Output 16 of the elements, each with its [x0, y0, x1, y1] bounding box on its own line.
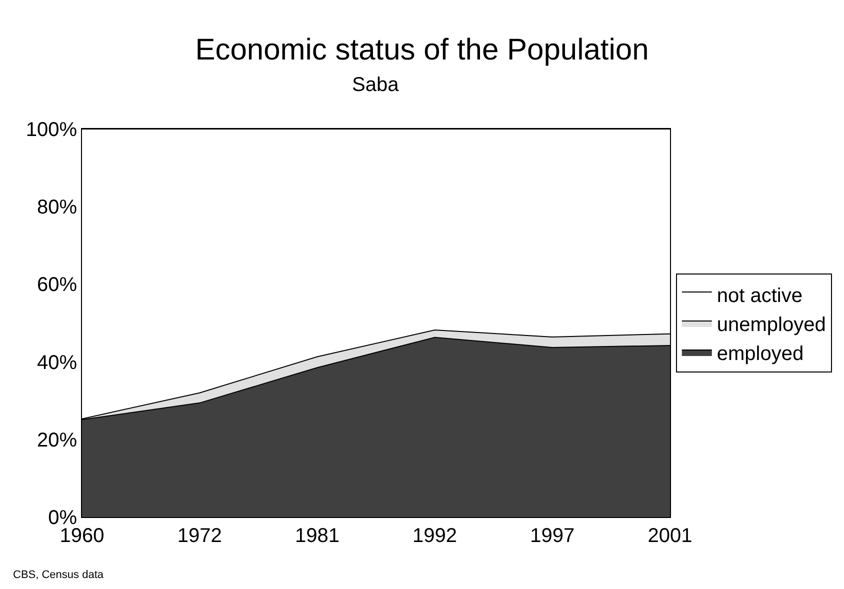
y-tick-label: 60%	[36, 274, 78, 296]
x-tick-label: 1997	[530, 525, 575, 547]
y-tick-label: 20%	[36, 429, 78, 452]
x-tick-label: 1972	[177, 525, 222, 547]
chart-title: Economic status of the Population	[195, 33, 649, 66]
x-tick-label: 1981	[294, 525, 340, 547]
legend-label: not active	[716, 284, 802, 307]
legend-label: unemployed	[716, 314, 826, 336]
y-tick-label: 80%	[36, 196, 78, 219]
y-tick-label: 40%	[36, 352, 78, 374]
legend-label: employed	[716, 342, 804, 365]
x-tick-label: 1992	[412, 525, 458, 547]
y-tick-label: 100%	[26, 119, 78, 141]
text: CBS, Census data	[13, 569, 104, 581]
x-tick-label: 2001	[648, 525, 692, 547]
chart-subtitle: Saba	[352, 74, 400, 96]
